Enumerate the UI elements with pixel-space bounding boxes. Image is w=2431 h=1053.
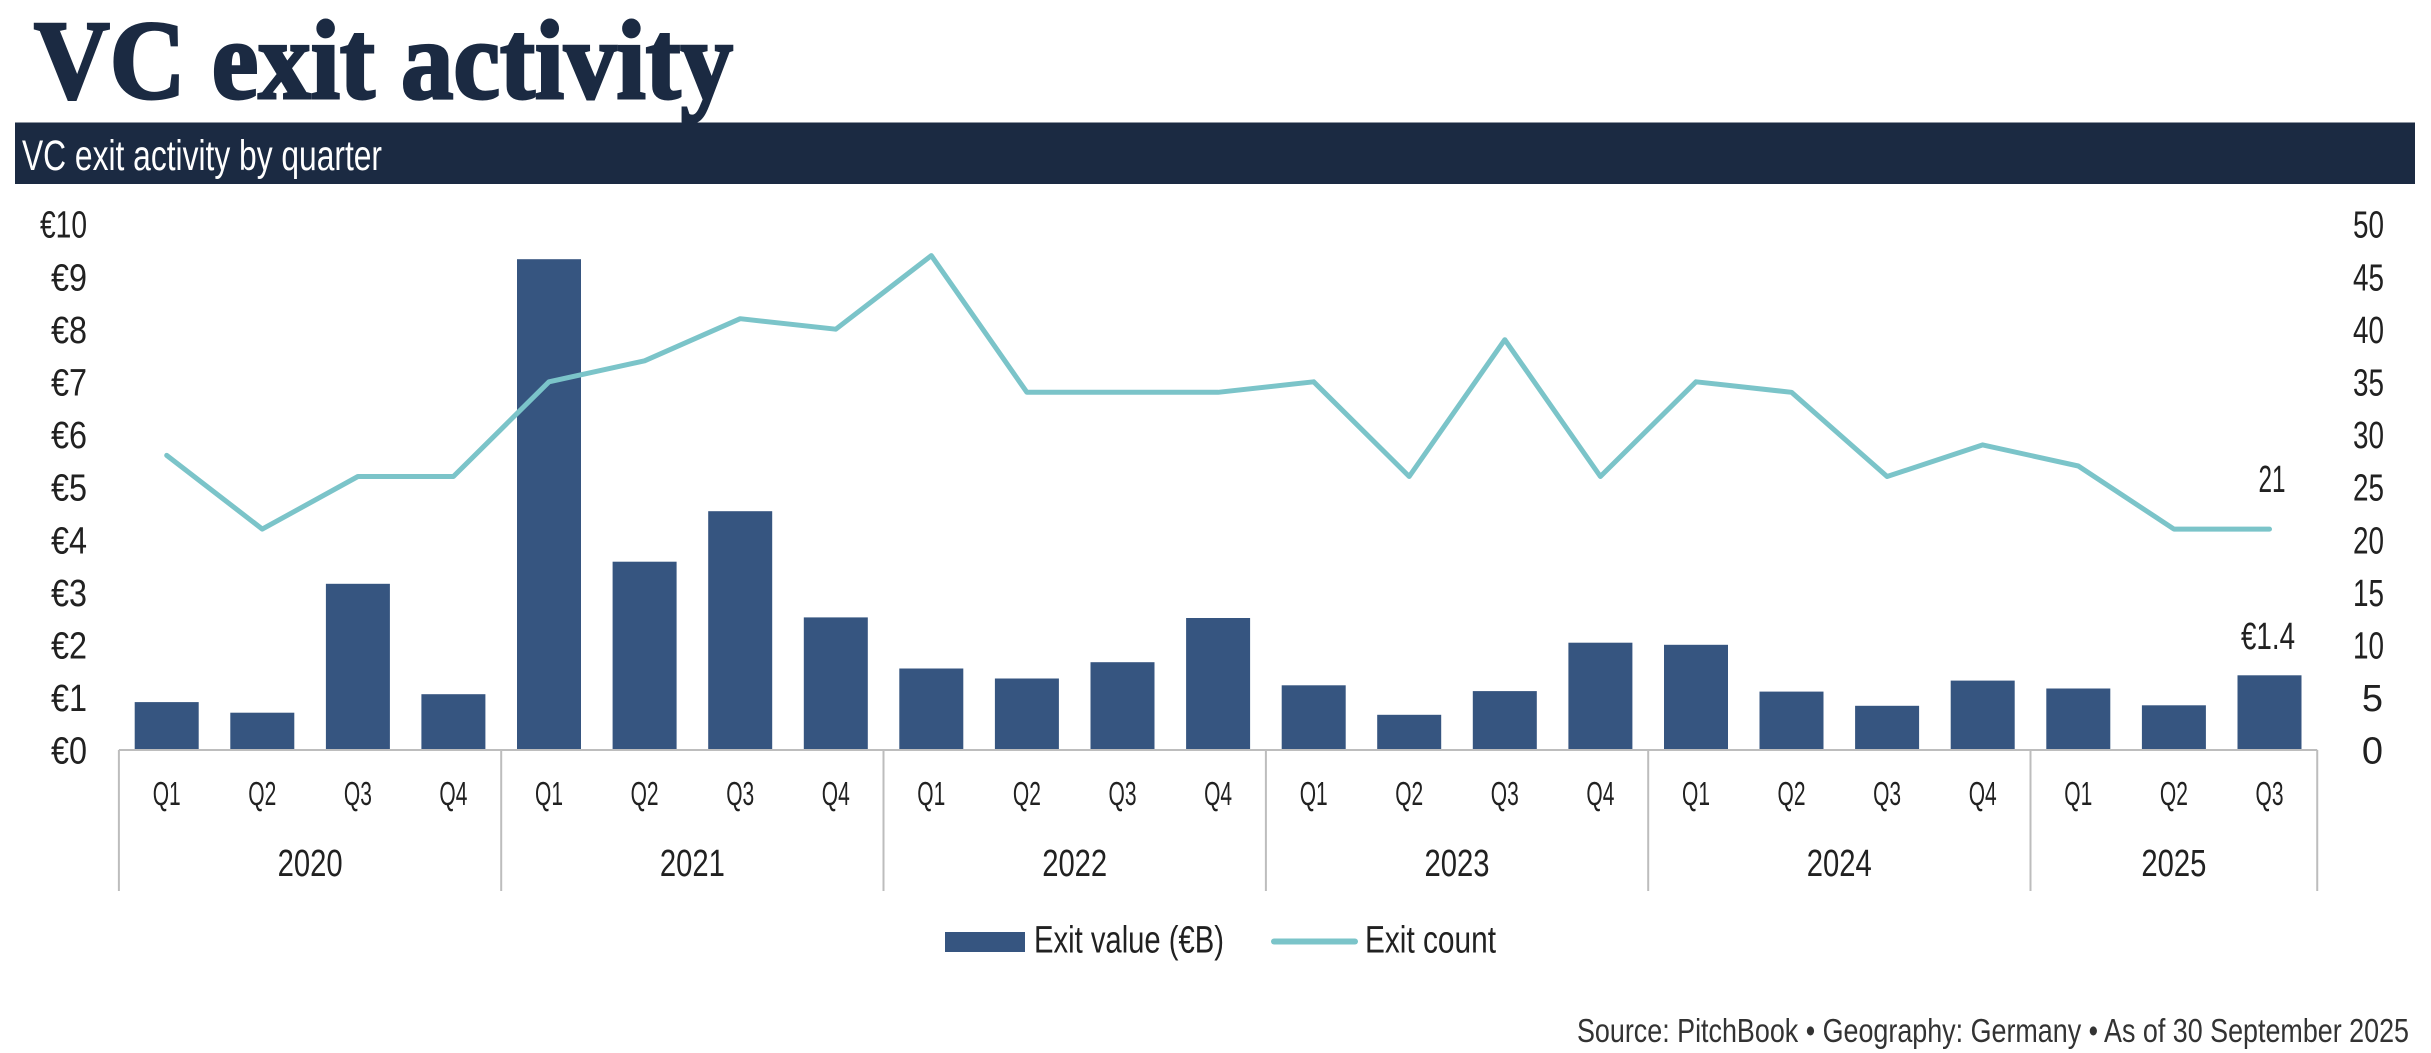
svg-text:45: 45 bbox=[2353, 257, 2384, 299]
svg-text:Q3: Q3 bbox=[726, 775, 754, 812]
svg-text:Q4: Q4 bbox=[1586, 775, 1614, 812]
svg-text:€7: €7 bbox=[51, 363, 87, 405]
svg-text:Exit count: Exit count bbox=[1365, 920, 1496, 962]
svg-text:15: 15 bbox=[2353, 573, 2384, 615]
svg-text:Q2: Q2 bbox=[1013, 775, 1041, 812]
svg-text:€4: €4 bbox=[51, 520, 87, 562]
svg-text:Q1: Q1 bbox=[535, 775, 563, 812]
svg-text:€0: €0 bbox=[51, 731, 87, 773]
svg-text:Q2: Q2 bbox=[1395, 775, 1423, 812]
svg-text:40: 40 bbox=[2353, 310, 2384, 352]
svg-text:Q1: Q1 bbox=[2064, 775, 2092, 812]
svg-text:€1: €1 bbox=[51, 678, 87, 720]
svg-text:€10: €10 bbox=[40, 205, 87, 247]
svg-text:Q3: Q3 bbox=[1873, 775, 1901, 812]
svg-text:2024: 2024 bbox=[1807, 843, 1872, 885]
svg-text:25: 25 bbox=[2353, 468, 2384, 510]
svg-text:€1.4: €1.4 bbox=[2241, 616, 2295, 658]
svg-text:2025: 2025 bbox=[2141, 843, 2206, 885]
svg-text:Q1: Q1 bbox=[917, 775, 945, 812]
svg-text:Q4: Q4 bbox=[1969, 775, 1997, 812]
svg-text:10: 10 bbox=[2353, 626, 2384, 668]
svg-text:€2: €2 bbox=[51, 626, 87, 668]
svg-text:€3: €3 bbox=[51, 573, 87, 615]
svg-text:2020: 2020 bbox=[278, 843, 343, 885]
svg-text:Q4: Q4 bbox=[822, 775, 850, 812]
svg-text:Q1: Q1 bbox=[153, 775, 181, 812]
svg-text:€5: €5 bbox=[51, 468, 87, 510]
svg-text:Exit value (€B): Exit value (€B) bbox=[1034, 920, 1224, 962]
svg-text:20: 20 bbox=[2353, 520, 2384, 562]
svg-text:Q3: Q3 bbox=[1109, 775, 1137, 812]
svg-text:Q3: Q3 bbox=[2256, 775, 2284, 812]
svg-text:€8: €8 bbox=[51, 310, 87, 352]
svg-text:Q2: Q2 bbox=[2160, 775, 2188, 812]
svg-text:Source: PitchBook • Geography:: Source: PitchBook • Geography: Germany •… bbox=[1577, 1012, 2409, 1049]
svg-text:35: 35 bbox=[2353, 363, 2384, 405]
svg-text:2023: 2023 bbox=[1425, 843, 1490, 885]
svg-text:Q3: Q3 bbox=[1491, 775, 1519, 812]
svg-text:Q2: Q2 bbox=[248, 775, 276, 812]
svg-text:2022: 2022 bbox=[1042, 843, 1107, 885]
svg-text:2021: 2021 bbox=[660, 843, 725, 885]
svg-text:Q2: Q2 bbox=[631, 775, 659, 812]
svg-text:€9: €9 bbox=[51, 257, 87, 299]
svg-text:VC exit activity by quarter: VC exit activity by quarter bbox=[22, 132, 382, 180]
svg-text:€6: €6 bbox=[51, 415, 87, 457]
svg-text:Q3: Q3 bbox=[344, 775, 372, 812]
svg-text:30: 30 bbox=[2353, 415, 2384, 457]
svg-text:21: 21 bbox=[2259, 459, 2286, 501]
svg-text:Q4: Q4 bbox=[1204, 775, 1232, 812]
svg-text:Q1: Q1 bbox=[1300, 775, 1328, 812]
svg-text:50: 50 bbox=[2353, 205, 2384, 247]
svg-text:5: 5 bbox=[2362, 678, 2383, 720]
svg-text:Q1: Q1 bbox=[1682, 775, 1710, 812]
svg-text:VC exit activity: VC exit activity bbox=[34, 0, 733, 123]
svg-text:0: 0 bbox=[2362, 731, 2383, 773]
svg-text:Q2: Q2 bbox=[1778, 775, 1806, 812]
svg-text:Q4: Q4 bbox=[439, 775, 467, 812]
